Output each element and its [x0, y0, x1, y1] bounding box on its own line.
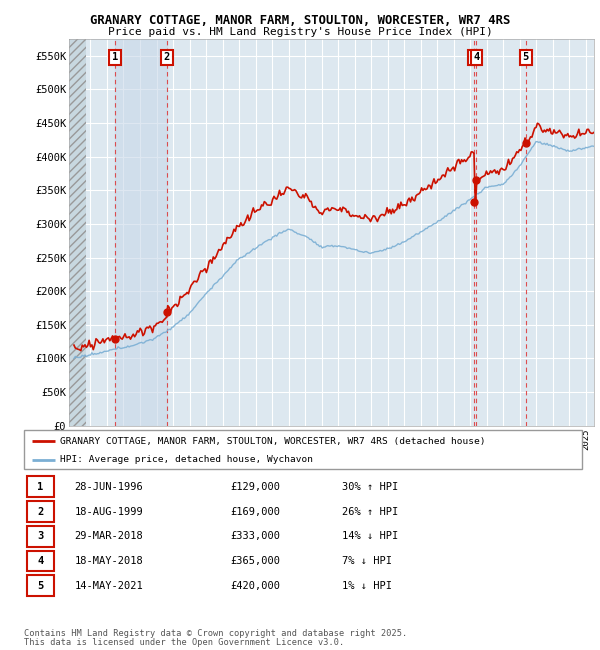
Text: £333,000: £333,000	[230, 531, 280, 541]
Text: £365,000: £365,000	[230, 556, 280, 566]
Text: 14% ↓ HPI: 14% ↓ HPI	[342, 531, 398, 541]
Text: 18-MAY-2018: 18-MAY-2018	[74, 556, 143, 566]
Text: 14-MAY-2021: 14-MAY-2021	[74, 580, 143, 591]
FancyBboxPatch shape	[27, 551, 53, 571]
Text: 7% ↓ HPI: 7% ↓ HPI	[342, 556, 392, 566]
Text: 3: 3	[471, 52, 477, 62]
Text: 2: 2	[37, 506, 43, 517]
Text: Contains HM Land Registry data © Crown copyright and database right 2025.: Contains HM Land Registry data © Crown c…	[24, 629, 407, 638]
FancyBboxPatch shape	[27, 476, 53, 497]
Text: 1: 1	[112, 52, 118, 62]
Text: 18-AUG-1999: 18-AUG-1999	[74, 506, 143, 517]
Text: HPI: Average price, detached house, Wychavon: HPI: Average price, detached house, Wych…	[60, 455, 313, 464]
Text: £420,000: £420,000	[230, 580, 280, 591]
Text: 4: 4	[37, 556, 43, 566]
Text: 3: 3	[37, 531, 43, 541]
Text: 1% ↓ HPI: 1% ↓ HPI	[342, 580, 392, 591]
Text: £129,000: £129,000	[230, 482, 280, 492]
FancyBboxPatch shape	[27, 575, 53, 596]
Text: 26% ↑ HPI: 26% ↑ HPI	[342, 506, 398, 517]
Text: 5: 5	[523, 52, 529, 62]
Text: £169,000: £169,000	[230, 506, 280, 517]
FancyBboxPatch shape	[27, 526, 53, 547]
Text: 29-MAR-2018: 29-MAR-2018	[74, 531, 143, 541]
Text: 1: 1	[37, 482, 43, 492]
Bar	[115, 39, 167, 426]
Text: 5: 5	[37, 580, 43, 591]
Text: 30% ↑ HPI: 30% ↑ HPI	[342, 482, 398, 492]
Text: 28-JUN-1996: 28-JUN-1996	[74, 482, 143, 492]
Text: GRANARY COTTAGE, MANOR FARM, STOULTON, WORCESTER, WR7 4RS (detached house): GRANARY COTTAGE, MANOR FARM, STOULTON, W…	[60, 437, 486, 446]
FancyBboxPatch shape	[24, 430, 582, 469]
Text: 2: 2	[164, 52, 170, 62]
Bar	[69, 39, 86, 426]
Text: GRANARY COTTAGE, MANOR FARM, STOULTON, WORCESTER, WR7 4RS: GRANARY COTTAGE, MANOR FARM, STOULTON, W…	[90, 14, 510, 27]
FancyBboxPatch shape	[27, 501, 53, 522]
Text: This data is licensed under the Open Government Licence v3.0.: This data is licensed under the Open Gov…	[24, 638, 344, 647]
Text: 4: 4	[473, 52, 479, 62]
Text: Price paid vs. HM Land Registry's House Price Index (HPI): Price paid vs. HM Land Registry's House …	[107, 27, 493, 37]
